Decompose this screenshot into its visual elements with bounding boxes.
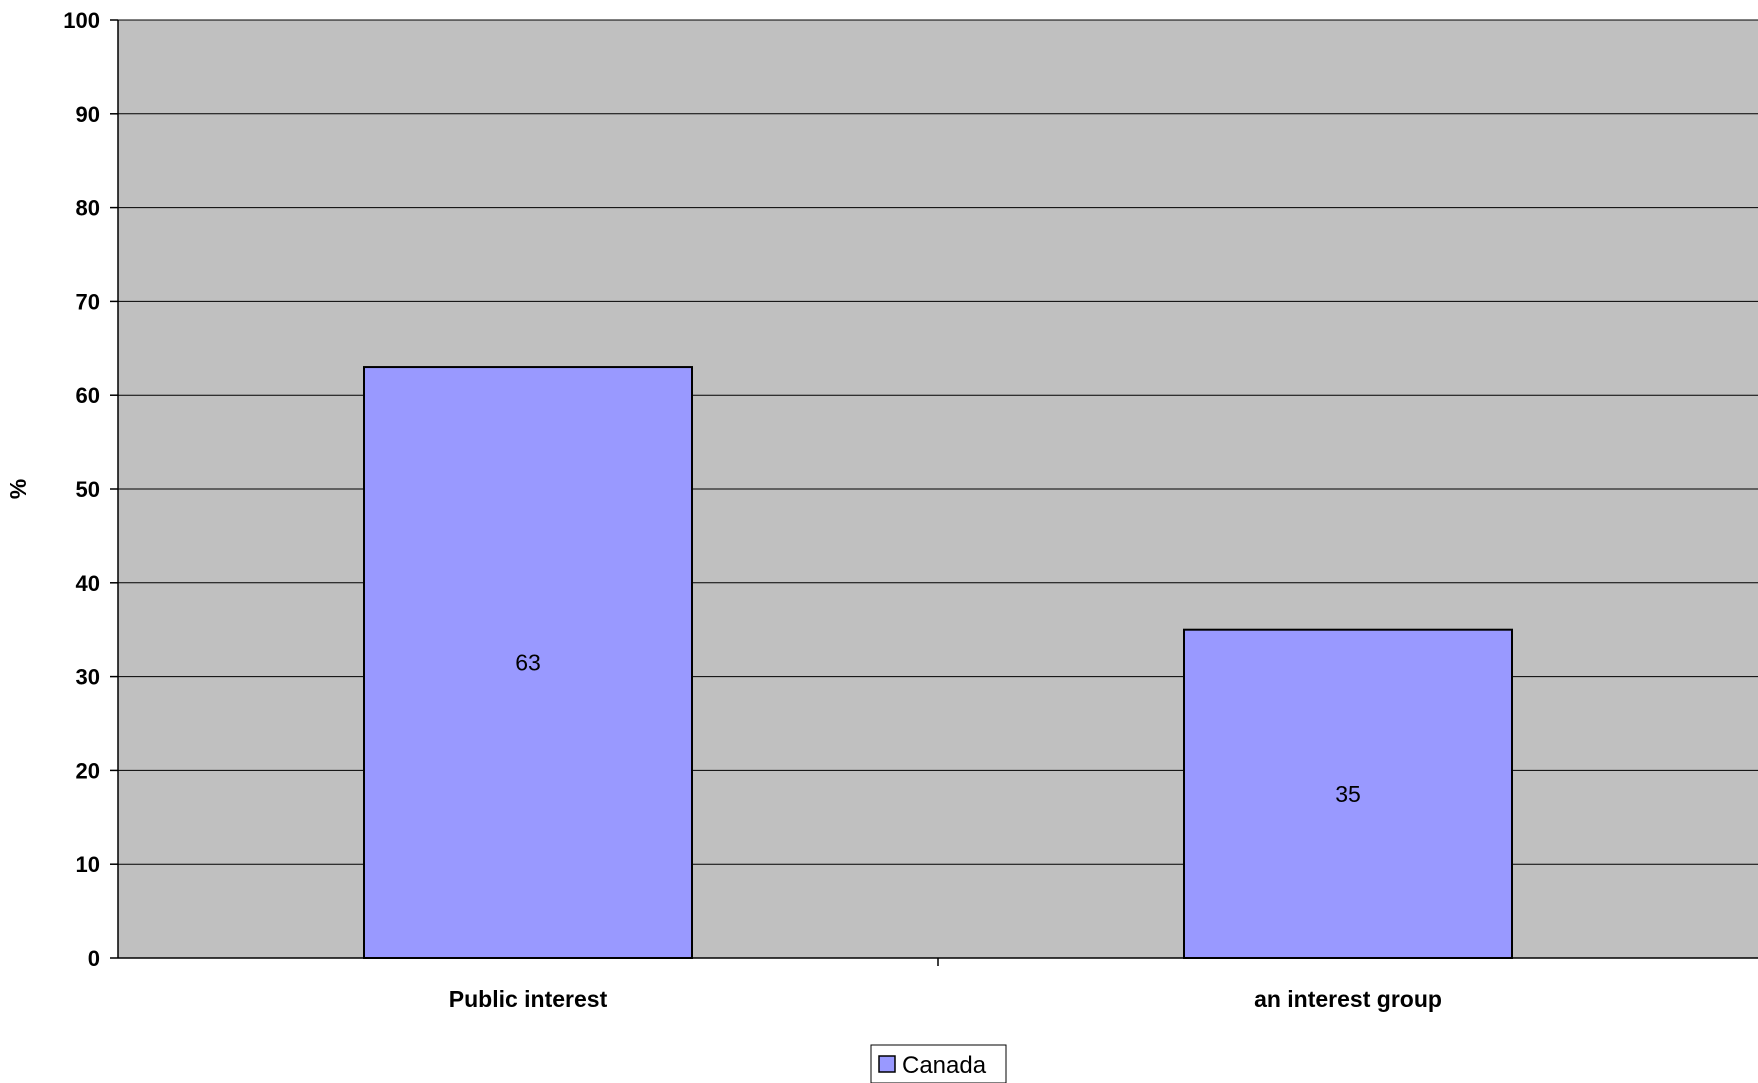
x-category-label: Public interest [449, 986, 608, 1012]
y-tick-label: 10 [76, 852, 100, 877]
y-tick-label: 60 [76, 383, 100, 408]
bar-public-interest [363, 366, 693, 959]
y-tick-label: 100 [63, 8, 100, 33]
x-category-label: an interest group [1254, 986, 1442, 1012]
y-ticks: 0 10 20 30 40 50 60 70 80 90 100 [63, 8, 118, 971]
data-label: 63 [515, 650, 541, 676]
y-tick-label: 90 [76, 102, 100, 127]
y-axis-title: % [5, 479, 31, 499]
legend-swatch-canada [878, 1055, 896, 1073]
y-tick-label: 30 [76, 665, 100, 690]
x-categories: Public interest an interest group [449, 958, 1442, 1012]
y-tick-label: 70 [76, 289, 100, 314]
y-tick-label: 80 [76, 196, 100, 221]
legend: Canada [870, 1044, 1007, 1083]
bars: 63 35 [363, 366, 1513, 959]
y-tick-label: 0 [88, 946, 100, 971]
y-tick-label: 40 [76, 571, 100, 596]
legend-label-canada: Canada [902, 1052, 987, 1079]
data-label: 35 [1335, 781, 1361, 807]
y-tick-label: 20 [76, 758, 100, 783]
y-tick-label: 50 [76, 477, 100, 502]
